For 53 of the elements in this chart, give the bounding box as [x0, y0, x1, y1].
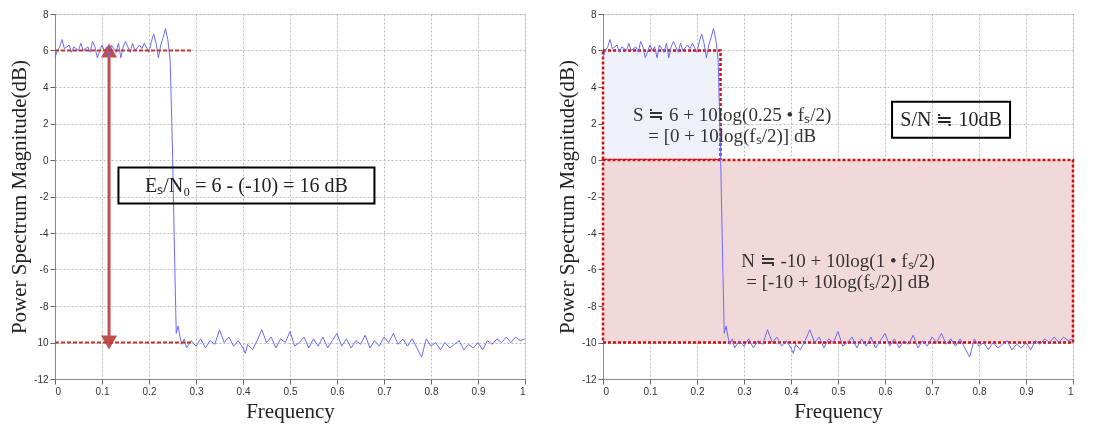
- x-tick-label: 0.5: [831, 385, 846, 397]
- line-series: [602, 28, 1074, 358]
- x-tick-label: 0.3: [737, 385, 752, 397]
- x-tick-label: 0.4: [236, 385, 251, 397]
- x-tick-label: 0.2: [142, 385, 157, 397]
- x-tick-label: 0.6: [330, 385, 345, 397]
- annotation: S/N ≒ 10dB: [900, 107, 1002, 130]
- x-tick-label: 0.9: [471, 385, 486, 397]
- y-tick-label: 0: [42, 154, 49, 166]
- x-tick-label: 0.1: [643, 385, 658, 397]
- y-tick-label: -2: [587, 191, 597, 202]
- y-tick-label: 10: [37, 337, 49, 348]
- x-tick-label: 0: [55, 385, 62, 397]
- y-axis-title: Power Spectrum Magnitude(dB): [555, 59, 580, 335]
- y-tick-label: -6: [587, 264, 597, 275]
- line-series: [54, 28, 526, 358]
- x-tick-label: 0.5: [283, 385, 298, 397]
- y-tick-label: -8: [39, 300, 49, 312]
- x-tick-label: 0.7: [377, 385, 392, 397]
- x-tick-label: 0.2: [690, 385, 705, 397]
- x-axis-title: Frequency: [794, 398, 884, 423]
- x-tick-label: 1: [519, 385, 526, 397]
- x-tick-label: 0.8: [972, 385, 987, 397]
- y-tick-label: 0: [590, 154, 597, 166]
- y-tick-label: 8: [590, 8, 597, 20]
- y-tick-label: 2: [590, 118, 597, 129]
- x-tick-label: 0: [603, 385, 610, 397]
- y-tick-label: 4: [590, 81, 597, 93]
- y-tick-label: 4: [42, 81, 49, 93]
- x-tick-label: 0.6: [878, 385, 893, 397]
- y-tick-label: -4: [39, 227, 49, 239]
- y-tick-label: -10: [582, 337, 597, 348]
- y-tick-label: -6: [39, 264, 49, 275]
- y-tick-label: -8: [587, 300, 597, 312]
- y-tick-label: -2: [39, 191, 49, 202]
- series-label: N ≒ -10 + 10log(1 • fₛ/2) = [-10 + 10log(fₛ/2)] dB: [741, 250, 935, 294]
- x-axis-title: Frequency: [246, 398, 336, 423]
- y-tick-label: 6: [42, 45, 49, 56]
- x-tick-label: 0.8: [424, 385, 439, 397]
- y-axis-title: Power Spectrum Magnitude(dB): [7, 59, 32, 335]
- y-tick-label: -4: [587, 227, 597, 239]
- y-tick-label: -12: [34, 373, 49, 385]
- y-tick-label: -12: [582, 373, 597, 385]
- x-tick-label: 0.3: [189, 385, 204, 397]
- x-tick-label: 0.7: [925, 385, 940, 397]
- annotation: Eₛ/N₀ = 6 - (-10) = 16 dB: [145, 173, 348, 197]
- x-tick-label: 0.1: [95, 385, 110, 397]
- y-tick-label: 8: [42, 8, 49, 20]
- x-tick-label: 0.4: [784, 385, 799, 397]
- y-tick-label: 2: [42, 118, 49, 129]
- x-tick-label: 1: [1067, 385, 1074, 397]
- y-tick-label: 6: [590, 45, 597, 56]
- x-tick-label: 0.9: [1019, 385, 1034, 397]
